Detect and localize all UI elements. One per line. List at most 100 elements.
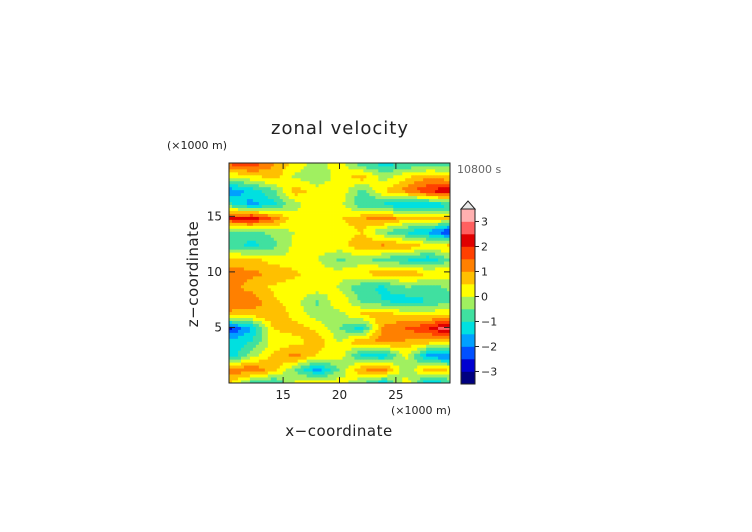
heatmap-cell — [372, 228, 376, 232]
heatmap-cell — [396, 243, 400, 247]
heatmap-cell — [384, 305, 388, 310]
heatmap-cell — [399, 192, 403, 197]
heatmap-cell — [399, 359, 403, 363]
heatmap-cell — [294, 314, 299, 318]
heatmap-cell — [229, 293, 233, 298]
heatmap-cell — [357, 273, 361, 277]
heatmap-cell — [348, 249, 352, 253]
heatmap-cell — [438, 341, 442, 345]
heatmap-cell — [264, 189, 269, 194]
heatmap-cell — [273, 341, 278, 345]
heatmap-cell — [237, 371, 242, 375]
heatmap-cell — [348, 353, 352, 357]
heatmap-cell — [309, 284, 314, 289]
heatmap-cell — [414, 183, 418, 188]
heatmap-cell — [384, 311, 388, 316]
heatmap-cell — [387, 290, 391, 295]
heatmap-cell — [420, 350, 424, 354]
heatmap-cell — [270, 284, 275, 289]
heatmap-cell — [381, 261, 385, 265]
heatmap-cell — [243, 240, 248, 244]
heatmap-cell — [234, 338, 239, 342]
heatmap-cell — [351, 195, 355, 200]
heatmap-cell — [447, 380, 451, 384]
heatmap-cell — [330, 362, 334, 366]
heatmap-cell — [381, 186, 385, 191]
heatmap-cell — [288, 270, 293, 274]
heatmap-cell — [348, 246, 352, 250]
heatmap-cell — [309, 270, 314, 274]
heatmap-cell — [354, 377, 358, 381]
heatmap-cell — [432, 237, 436, 241]
heatmap-cell — [369, 317, 373, 321]
heatmap-cell — [282, 368, 287, 372]
heatmap-cell — [330, 305, 334, 310]
heatmap-cell — [429, 267, 433, 271]
heatmap-cell — [264, 329, 269, 333]
heatmap-cell — [387, 338, 391, 342]
heatmap-cell — [345, 359, 349, 363]
heatmap-cell — [369, 222, 373, 226]
heatmap-cell — [333, 195, 337, 200]
heatmap-cell — [291, 252, 296, 256]
heatmap-cell — [255, 284, 260, 289]
heatmap-cell — [273, 204, 278, 208]
heatmap-cell — [435, 249, 439, 253]
heatmap-cell — [333, 365, 337, 369]
heatmap-cell — [354, 338, 358, 342]
heatmap-cell — [339, 359, 343, 363]
heatmap-cell — [303, 273, 308, 277]
heatmap-cell — [267, 293, 272, 298]
heatmap-cell — [360, 201, 364, 206]
heatmap-cell — [405, 290, 409, 295]
heatmap-cell — [420, 368, 424, 372]
heatmap-cell — [441, 281, 445, 286]
heatmap-cell — [381, 237, 385, 241]
heatmap-cell — [246, 308, 251, 313]
heatmap-cell — [315, 192, 319, 197]
heatmap-cell — [336, 293, 340, 298]
heatmap-cell — [336, 225, 340, 229]
heatmap-cell — [309, 222, 314, 226]
heatmap-cell — [300, 353, 305, 357]
heatmap-cell — [324, 198, 328, 203]
heatmap-cell — [360, 362, 364, 366]
heatmap-cell — [447, 287, 451, 292]
heatmap-cell — [357, 356, 361, 360]
heatmap-cell — [417, 275, 421, 280]
heatmap-cell — [366, 243, 370, 247]
heatmap-cell — [273, 305, 278, 310]
heatmap-cell — [348, 264, 352, 268]
heatmap-cell — [309, 380, 314, 384]
heatmap-cell — [261, 293, 266, 298]
heatmap-cell — [282, 338, 287, 342]
heatmap-cell — [396, 228, 400, 232]
heatmap-cell — [229, 320, 233, 324]
heatmap-cell — [240, 341, 245, 345]
heatmap-cell — [243, 216, 248, 220]
heatmap-cell — [390, 359, 394, 363]
heatmap-cell — [405, 329, 409, 333]
heatmap-cell — [339, 258, 343, 262]
heatmap-cell — [318, 362, 322, 366]
heatmap-cell — [324, 189, 328, 194]
heatmap-cell — [426, 204, 430, 208]
heatmap-cell — [357, 329, 361, 333]
heatmap-cell — [381, 240, 385, 244]
heatmap-cell — [282, 281, 287, 286]
heatmap-cell — [375, 240, 379, 244]
heatmap-cell — [252, 317, 257, 321]
heatmap-cell — [411, 317, 415, 321]
heatmap-cell — [234, 210, 239, 214]
heatmap-cell — [420, 302, 424, 307]
heatmap-cell — [261, 204, 266, 208]
heatmap-cell — [229, 308, 233, 313]
heatmap-cell — [264, 293, 269, 298]
heatmap-cell — [309, 216, 314, 220]
heatmap-cell — [411, 189, 415, 194]
heatmap-cell — [240, 252, 245, 256]
heatmap-cell — [270, 302, 275, 307]
heatmap-cell — [402, 240, 406, 244]
heatmap-cell — [429, 275, 433, 280]
heatmap-cell — [267, 204, 272, 208]
